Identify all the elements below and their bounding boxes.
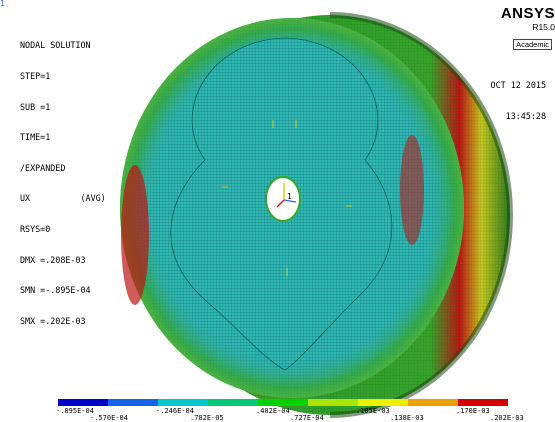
support-markers [222, 120, 352, 276]
legend-label-upper-1: -.246E-04 [156, 407, 194, 415]
legend-segment-1 [108, 399, 158, 406]
timestamp-time: 13:45:28 [505, 111, 546, 122]
timestamp-date: OCT 12 2015 [490, 80, 546, 91]
legend-segment-4 [258, 399, 308, 406]
time-value: TIME=1 [20, 132, 51, 143]
axis-triad [276, 183, 297, 208]
legend-segment-7 [408, 399, 458, 406]
legend-segment-3 [208, 399, 258, 406]
smn-value: SMN =-.895E-04 [20, 285, 91, 296]
result-component: UX (AVG) [20, 193, 106, 204]
disc-face-red-right [400, 135, 424, 245]
center-hub-hole [265, 176, 301, 222]
legend-label-upper-0: -.895E-04 [56, 407, 94, 415]
rsys-value: RSYS=0 [20, 224, 51, 235]
legend-segment-2 [158, 399, 208, 406]
brand-edition: Academic [513, 39, 552, 50]
dmx-value: DMX =.208E-03 [20, 254, 86, 265]
legend-label-lower-4: .202E-03 [490, 414, 524, 422]
window-number: 1 [0, 0, 5, 8]
substep-value: SUB =1 [20, 101, 51, 112]
legend-label-lower-3: .138E-03 [390, 414, 424, 422]
solution-title: NODAL SOLUTION [20, 40, 91, 51]
legend-segment-6 [358, 399, 408, 406]
legend-segment-0 [58, 399, 108, 406]
display-mode: /EXPANDED [20, 162, 66, 173]
disc-face-red-left [121, 165, 149, 305]
brand-name: ANSYS [500, 5, 555, 22]
color-legend-bar [58, 399, 508, 406]
legend-label-upper-2: .402E-04 [256, 407, 290, 415]
solution-info-block: NODAL SOLUTION STEP=1 SUB =1 TIME=1 /EXP… [20, 20, 106, 347]
ansys-logo: ANSYS R15.0 Academic [493, 6, 555, 51]
step-value: STEP=1 [20, 71, 51, 82]
legend-label-lower-2: .727E-04 [290, 414, 324, 422]
legend-segment-5 [308, 399, 358, 406]
disc-rim-shadow [329, 12, 513, 418]
brand-version: R15.0 [532, 22, 555, 32]
legend-label-upper-3: .105E-03 [356, 407, 390, 415]
triad-label: 1 [287, 192, 292, 201]
legend-segment-8 [458, 399, 508, 406]
legend-label-upper-4: .170E-03 [456, 407, 490, 415]
legend-label-lower-0: -.570E-04 [90, 414, 128, 422]
legend-label-lower-1: .782E-05 [190, 414, 224, 422]
timestamp: OCT 12 2015 13:45:28 [491, 60, 546, 142]
smx-value: SMX =.202E-03 [20, 315, 86, 326]
